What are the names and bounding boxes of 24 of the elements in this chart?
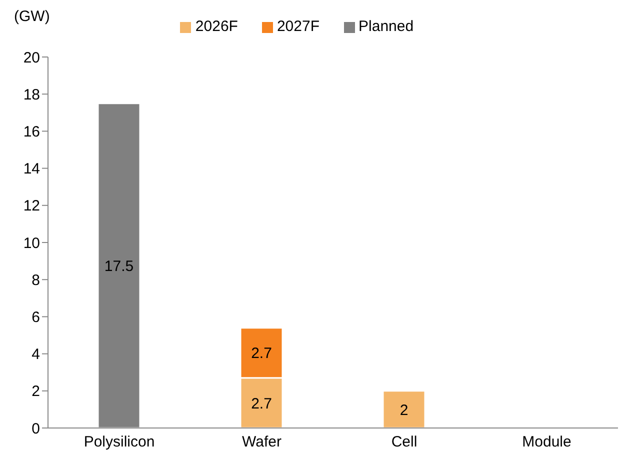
y-tick-label: 6 bbox=[32, 309, 40, 326]
data-label: 2 bbox=[400, 402, 408, 419]
y-tick-label: 8 bbox=[32, 272, 40, 289]
x-tick-label: Wafer bbox=[242, 434, 282, 451]
legend-label: 2027F bbox=[276, 18, 320, 35]
legend-label: Planned bbox=[358, 18, 414, 35]
legend-label: 2026F bbox=[195, 18, 238, 35]
y-tick-label: 20 bbox=[23, 49, 40, 66]
y-tick-label: 12 bbox=[23, 198, 40, 215]
data-label: 2.7 bbox=[251, 345, 272, 362]
y-tick-label: 14 bbox=[23, 160, 40, 178]
y-tick-label: 10 bbox=[23, 234, 40, 252]
y-tick-label: 16 bbox=[23, 124, 40, 141]
y-tick-label: 4 bbox=[32, 346, 40, 364]
data-label: 2.7 bbox=[251, 395, 272, 412]
y-tick-label: 2 bbox=[32, 383, 40, 400]
x-tick-label: Polysilicon bbox=[84, 434, 155, 451]
x-tick-label: Cell bbox=[391, 434, 418, 451]
x-tick-label: Module bbox=[522, 434, 572, 451]
y-tick-label: 18 bbox=[23, 86, 40, 104]
y-tick-label: 0 bbox=[32, 420, 40, 438]
y-axis-title: (GW) bbox=[14, 8, 50, 25]
bar bbox=[382, 390, 426, 428]
data-label: 17.5 bbox=[104, 258, 134, 276]
